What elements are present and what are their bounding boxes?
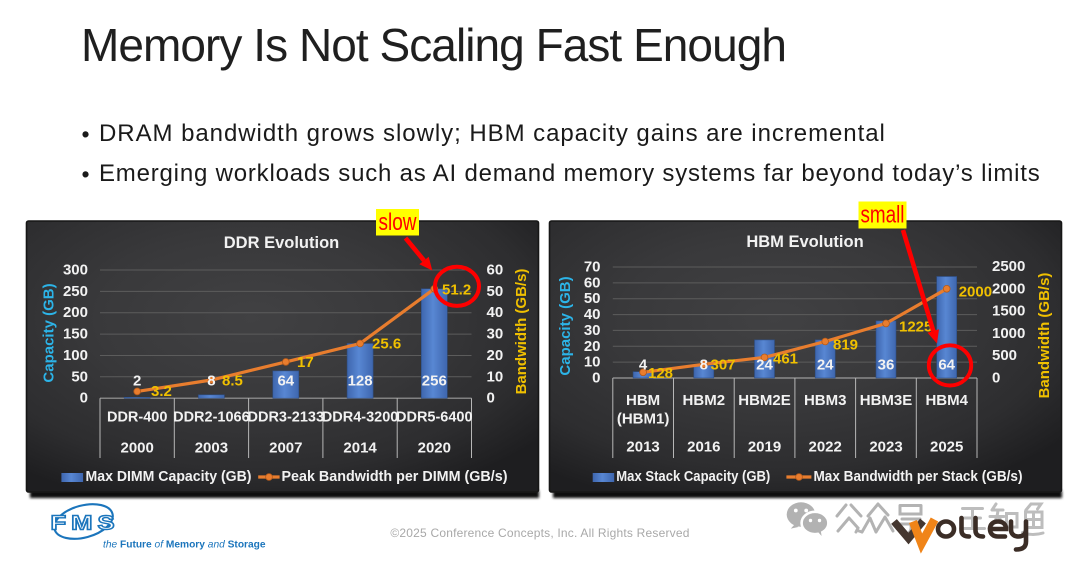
svg-text:20: 20 (487, 347, 504, 364)
svg-text:HBM Evolution: HBM Evolution (746, 233, 863, 251)
svg-text:64: 64 (277, 373, 294, 390)
svg-text:250: 250 (63, 283, 88, 300)
svg-text:25.6: 25.6 (372, 336, 401, 353)
svg-text:FMS: FMS (51, 511, 120, 534)
svg-text:24: 24 (756, 357, 773, 374)
svg-text:Capacity (GB): Capacity (GB) (41, 283, 58, 382)
svg-text:461: 461 (773, 351, 798, 368)
svg-text:8: 8 (700, 357, 708, 374)
svg-text:70: 70 (584, 259, 601, 276)
svg-text:0: 0 (80, 390, 88, 407)
svg-text:HBM2E: HBM2E (738, 392, 791, 409)
svg-text:Bandwidth (GB/s): Bandwidth (GB/s) (1036, 273, 1053, 399)
svg-text:DDR-400: DDR-400 (107, 410, 167, 426)
svg-text:1000: 1000 (992, 325, 1025, 342)
svg-text:2000: 2000 (992, 280, 1025, 297)
svg-text:20: 20 (584, 338, 601, 355)
svg-text:slow: slow (379, 209, 418, 236)
svg-text:2025: 2025 (930, 439, 963, 456)
svg-text:2007: 2007 (269, 440, 302, 457)
svg-text:Capacity (GB): Capacity (GB) (557, 276, 574, 375)
svg-text:2500: 2500 (992, 258, 1025, 275)
svg-text:60: 60 (487, 262, 504, 279)
svg-text:3.2: 3.2 (151, 383, 172, 400)
svg-text:the Future of Memory and Stora: the Future of Memory and Storage (103, 540, 266, 551)
svg-text:30: 30 (584, 322, 601, 339)
svg-text:256: 256 (422, 373, 447, 390)
svg-text:307: 307 (711, 357, 736, 374)
svg-text:Max Bandwidth per Stack (GB/s): Max Bandwidth per Stack (GB/s) (814, 469, 1023, 485)
svg-text:50: 50 (487, 283, 504, 300)
svg-text:8.5: 8.5 (222, 373, 243, 390)
svg-text:HBM4: HBM4 (925, 392, 968, 409)
svg-text:HBM3E: HBM3E (860, 392, 913, 409)
svg-text:2020: 2020 (418, 440, 451, 457)
svg-text:2003: 2003 (195, 440, 228, 457)
svg-text:500: 500 (992, 347, 1017, 364)
svg-text:small: small (861, 202, 905, 229)
svg-text:HBM3: HBM3 (804, 392, 847, 409)
svg-text:819: 819 (833, 337, 858, 354)
svg-text:24: 24 (817, 357, 834, 374)
svg-text:2019: 2019 (748, 439, 781, 456)
svg-text:128: 128 (648, 365, 673, 382)
svg-text:2014: 2014 (343, 440, 377, 457)
svg-text:DDR3-2133: DDR3-2133 (248, 410, 325, 426)
svg-text:10: 10 (487, 368, 504, 385)
svg-text:36: 36 (878, 357, 895, 374)
svg-text:Max Stack Capacity (GB): Max Stack Capacity (GB) (616, 469, 770, 485)
svg-text:50: 50 (584, 290, 601, 307)
svg-text:17: 17 (297, 354, 314, 371)
svg-text:Peak Bandwidth per DIMM (GB/s): Peak Bandwidth per DIMM (GB/s) (282, 469, 508, 485)
svg-text:150: 150 (63, 326, 88, 343)
svg-text:128: 128 (348, 373, 373, 390)
svg-text:2000: 2000 (959, 284, 992, 301)
svg-text:30: 30 (487, 326, 504, 343)
svg-text:2022: 2022 (809, 439, 842, 456)
svg-text:DDR4-3200: DDR4-3200 (322, 410, 399, 426)
svg-text:100: 100 (63, 347, 88, 364)
svg-text:10: 10 (584, 354, 601, 371)
svg-text:2000: 2000 (121, 440, 154, 457)
svg-text:HBM2: HBM2 (683, 392, 726, 409)
svg-text:2016: 2016 (687, 439, 720, 456)
svg-text:2023: 2023 (869, 439, 902, 456)
svg-text:1500: 1500 (992, 303, 1025, 320)
svg-text:300: 300 (63, 262, 88, 279)
svg-text:(HBM1): (HBM1) (617, 411, 670, 428)
svg-text:DDR Evolution: DDR Evolution (224, 234, 340, 252)
svg-text:50: 50 (71, 368, 88, 385)
svg-text:0: 0 (992, 370, 1000, 387)
svg-text:Bandwidth (GB/s): Bandwidth (GB/s) (513, 269, 530, 395)
svg-text:51.2: 51.2 (442, 282, 471, 299)
svg-text:4: 4 (639, 357, 648, 374)
svg-text:1225: 1225 (899, 319, 932, 336)
svg-text:60: 60 (584, 274, 601, 291)
svg-text:HBM: HBM (626, 392, 660, 409)
svg-text:DDR2-1066: DDR2-1066 (173, 410, 250, 426)
svg-text:2: 2 (133, 373, 141, 390)
svg-text:40: 40 (487, 304, 504, 321)
svg-text:64: 64 (938, 357, 955, 374)
svg-text:2013: 2013 (626, 439, 659, 456)
svg-text:0: 0 (592, 370, 600, 387)
svg-text:40: 40 (584, 306, 601, 323)
svg-text:DDR5-6400: DDR5-6400 (396, 410, 473, 426)
svg-text:8: 8 (207, 373, 215, 390)
svg-text:0: 0 (487, 390, 495, 407)
svg-text:200: 200 (63, 304, 88, 321)
svg-text:Max DIMM Capacity (GB): Max DIMM Capacity (GB) (86, 469, 252, 485)
